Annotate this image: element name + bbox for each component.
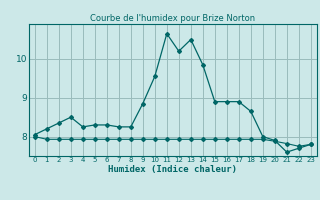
X-axis label: Humidex (Indice chaleur): Humidex (Indice chaleur) bbox=[108, 165, 237, 174]
Title: Courbe de l'humidex pour Brize Norton: Courbe de l'humidex pour Brize Norton bbox=[90, 14, 255, 23]
